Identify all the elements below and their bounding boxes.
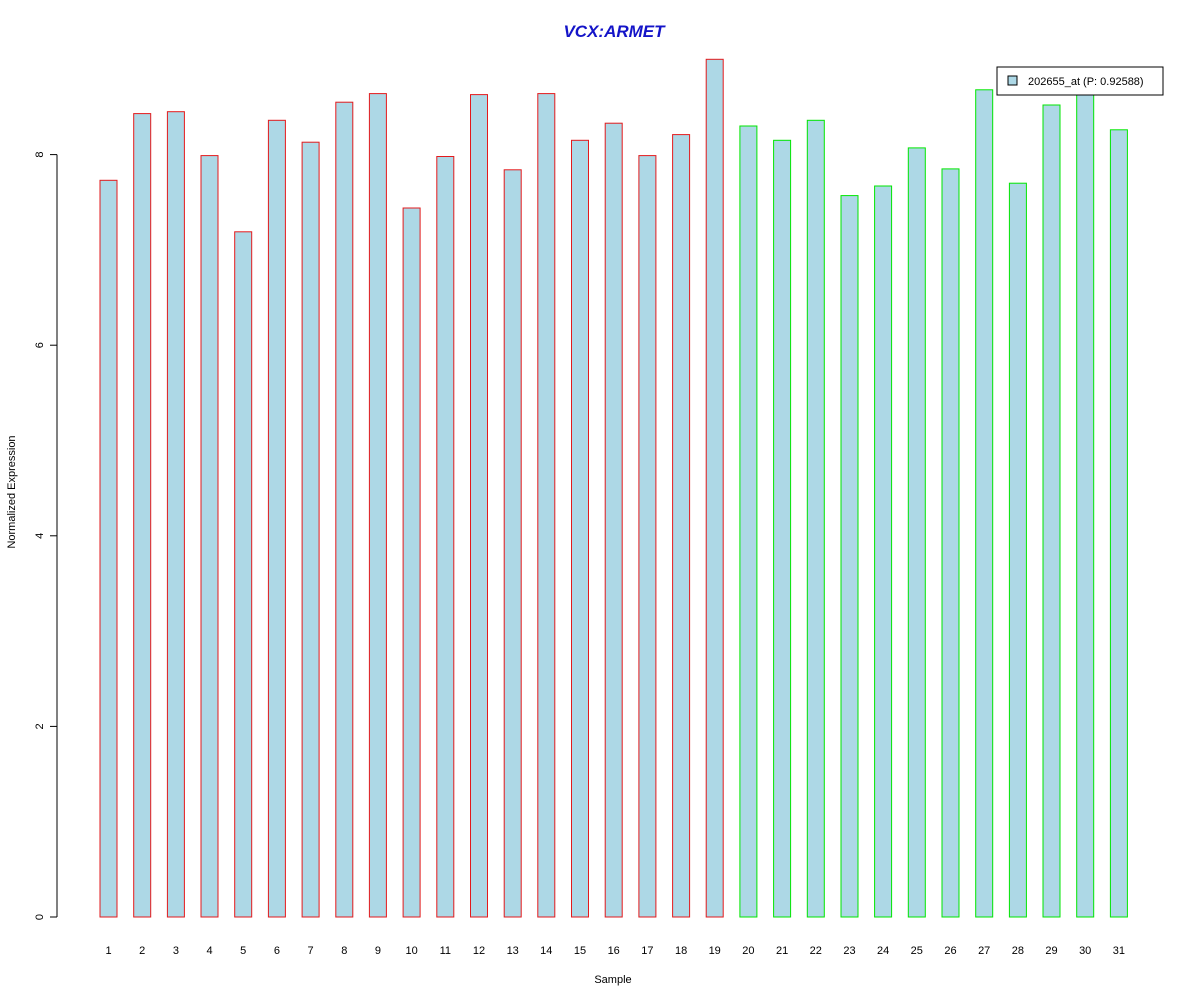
x-tick-label: 25	[911, 945, 923, 957]
bar-sample-27	[975, 89, 994, 918]
x-tick-label: 31	[1113, 945, 1125, 957]
bar-sample-2	[133, 113, 152, 918]
bar-sample-9	[368, 93, 387, 918]
x-tick-label: 4	[206, 945, 212, 957]
x-tick-label: 21	[776, 945, 788, 957]
bar-sample-21	[773, 139, 792, 918]
y-tick-label: 2	[34, 723, 46, 729]
x-tick-label: 8	[341, 945, 347, 957]
x-tick-label: 13	[507, 945, 519, 957]
x-tick-label: 22	[810, 945, 822, 957]
x-tick-label: 16	[608, 945, 620, 957]
bar-sample-18	[672, 134, 691, 918]
x-tick-labels: 1 2 3 4 5 6 7 8 9 10 11 12 13 14 15 16 17 18 19 20 21 22 23 24 2…	[105, 945, 1125, 957]
x-tick-label: 20	[742, 945, 754, 957]
legend: 202655_at (P: 0.92588)	[996, 66, 1164, 96]
x-tick-label: 24	[877, 945, 889, 957]
bar-sample-26	[941, 168, 960, 918]
legend-label: 202655_at (P: 0.92588)	[1028, 76, 1144, 88]
x-tick-label: 27	[978, 945, 990, 957]
bar-sample-29	[1042, 104, 1061, 918]
bar-sample-15	[571, 139, 589, 918]
bar-sample-24	[874, 185, 893, 918]
x-tick-label: 28	[1012, 945, 1024, 957]
x-tick-label: 19	[709, 945, 721, 957]
bar-sample-20	[739, 125, 758, 918]
x-tick-label: 14	[540, 945, 552, 957]
x-tick-label: 3	[173, 945, 179, 957]
bar-sample-25	[907, 147, 926, 918]
bar-sample-4	[200, 155, 219, 918]
y-axis: 0 2 4 6 8	[34, 152, 58, 920]
bar-sample-17	[638, 155, 657, 918]
bar-sample-8	[335, 101, 354, 918]
bar-sample-11	[436, 156, 455, 918]
legend-swatch	[1007, 75, 1018, 86]
chart-title: VCX:ARMET	[563, 22, 666, 41]
bar-sample-10	[402, 207, 421, 918]
bar-sample-16	[604, 122, 623, 918]
x-tick-label: 10	[405, 945, 417, 957]
x-tick-label: 23	[843, 945, 855, 957]
bar-sample-6	[267, 119, 286, 918]
x-tick-label: 17	[641, 945, 653, 957]
bars	[99, 58, 1128, 918]
x-tick-label: 5	[240, 945, 246, 957]
legend-box	[996, 66, 1164, 96]
bar-sample-3	[166, 111, 185, 918]
bar-sample-12	[470, 94, 488, 918]
x-tick-label: 30	[1079, 945, 1091, 957]
bar-sample-31	[1109, 129, 1128, 918]
x-tick-label: 29	[1045, 945, 1057, 957]
x-tick-label: 2	[139, 945, 145, 957]
x-tick-label: 1	[105, 945, 111, 957]
x-tick-label: 15	[574, 945, 586, 957]
bar-sample-1	[99, 179, 118, 918]
y-tick-label: 4	[34, 533, 46, 539]
bar-sample-30	[1076, 92, 1095, 918]
bar-sample-28	[1008, 182, 1027, 918]
bar-sample-14	[537, 93, 556, 918]
bar-sample-23	[840, 195, 859, 918]
x-tick-label: 26	[944, 945, 956, 957]
y-tick-label: 8	[34, 152, 46, 158]
bar-sample-22	[806, 119, 825, 918]
x-tick-label: 18	[675, 945, 687, 957]
y-tick-label: 6	[34, 342, 46, 348]
bar-sample-19	[705, 58, 724, 918]
x-tick-label: 6	[274, 945, 280, 957]
bar-sample-5	[234, 231, 253, 918]
x-tick-label: 9	[375, 945, 381, 957]
x-tick-label: 11	[440, 945, 451, 957]
x-axis-title: Sample	[594, 974, 631, 986]
x-tick-label: 12	[473, 945, 485, 957]
bar-sample-13	[503, 169, 522, 918]
y-axis-title: Normalized Expression	[6, 435, 18, 548]
y-tick-label: 0	[34, 914, 46, 920]
bar-sample-7	[301, 141, 320, 918]
x-tick-label: 7	[308, 945, 314, 957]
